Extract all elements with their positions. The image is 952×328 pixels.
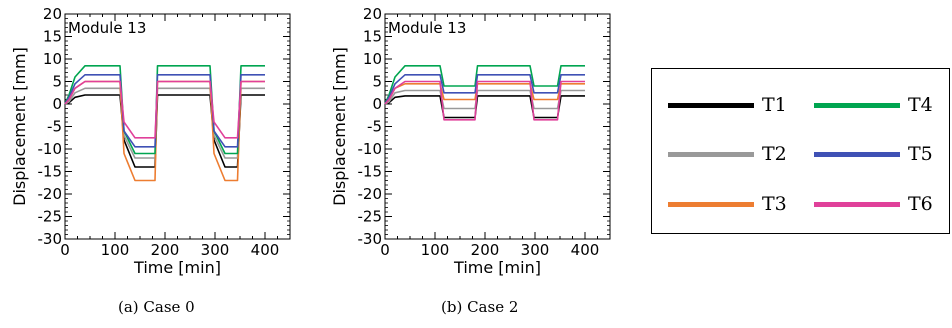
chart-case-0: 0 100 200 300 400 20 15 10 5 0 -5 -10 -15 -20 -25 -30 Ti… <box>10 5 291 277</box>
series-line-t6 <box>64 80 265 139</box>
series-line-t3 <box>64 80 265 182</box>
y-tick-label: -25 <box>358 208 383 226</box>
series-line-t5 <box>64 74 265 148</box>
y-tick-label: 0 <box>372 95 382 113</box>
y-tick-label: 15 <box>43 28 62 46</box>
legend-label-t5: T5 <box>908 143 933 165</box>
y-tick-label: 20 <box>363 5 382 23</box>
x-tick-label: 400 <box>251 241 280 259</box>
y-tick-label: -20 <box>38 185 63 203</box>
y-tick-label: -20 <box>358 185 383 203</box>
y-tick-label: 10 <box>43 50 62 68</box>
y-tick-label: 5 <box>52 73 62 91</box>
legend-swatch-t6 <box>814 201 900 207</box>
x-tick-label: 300 <box>201 241 230 259</box>
chart-case-2: 0 100 200 300 400 20 15 10 5 0 -5 -10 -15 -20 -25 -30 Ti… <box>330 5 611 277</box>
y-tick-label: -10 <box>358 140 383 158</box>
legend-item-t2: T2 <box>668 143 787 165</box>
plot-frame <box>64 13 291 240</box>
x-tick-label: 0 <box>380 241 390 259</box>
x-tick-label: 200 <box>151 241 180 259</box>
x-axis-label: Time [min] <box>453 258 541 277</box>
plot-frame <box>384 13 611 240</box>
y-tick-label: 20 <box>43 5 62 23</box>
y-axis-label: Displacement [mm] <box>330 47 349 206</box>
legend-label-t1: T1 <box>762 94 787 116</box>
legend-item-t4: T4 <box>814 94 933 116</box>
series-line-t4 <box>384 65 585 105</box>
x-tick-label: 400 <box>571 241 600 259</box>
x-tick-label: 300 <box>521 241 550 259</box>
caption-case-0: (a) Case 0 <box>118 298 195 316</box>
x-tick-label: 100 <box>421 241 450 259</box>
legend-swatch-t5 <box>814 151 900 157</box>
x-axis-label: Time [min] <box>133 258 221 277</box>
legend: T1 T4 T2 T5 T3 T6 <box>651 68 950 234</box>
y-tick-label: 10 <box>363 50 382 68</box>
y-tick-label: -30 <box>38 230 63 248</box>
x-tick-label: 100 <box>101 241 130 259</box>
x-tick-label: 0 <box>60 241 70 259</box>
y-tick-label: -30 <box>358 230 383 248</box>
y-axis-label: Displacement [mm] <box>10 47 29 206</box>
module-annotation: Module 13 <box>388 19 466 37</box>
x-tick-label: 200 <box>471 241 500 259</box>
y-tick-label: -15 <box>38 163 63 181</box>
y-tick-label: -15 <box>358 163 383 181</box>
y-tick-label: 15 <box>363 28 382 46</box>
legend-swatch-t2 <box>668 151 754 157</box>
series-line-t5 <box>384 74 585 105</box>
y-tick-label: 5 <box>372 73 382 91</box>
series-line-t1 <box>64 94 265 168</box>
y-tick-label: -25 <box>38 208 63 226</box>
caption-case-2: (b) Case 2 <box>441 298 519 316</box>
legend-swatch-t1 <box>668 102 754 108</box>
series-line-t6 <box>384 80 585 121</box>
legend-item-t5: T5 <box>814 143 933 165</box>
y-tick-label: -5 <box>47 118 62 136</box>
legend-label-t2: T2 <box>762 143 787 165</box>
y-tick-label: -10 <box>38 140 63 158</box>
legend-swatch-t4 <box>814 102 900 108</box>
series-line-t4 <box>64 65 265 155</box>
y-tick-label: -5 <box>367 118 382 136</box>
y-tick-label: 0 <box>52 95 62 113</box>
legend-label-t4: T4 <box>908 94 933 116</box>
legend-item-t1: T1 <box>668 94 787 116</box>
series-line-t3 <box>384 83 585 105</box>
module-annotation: Module 13 <box>68 19 146 37</box>
legend-label-t6: T6 <box>908 193 933 215</box>
legend-item-t3: T3 <box>668 193 787 215</box>
legend-item-t6: T6 <box>814 193 933 215</box>
legend-swatch-t3 <box>668 201 754 207</box>
legend-label-t3: T3 <box>762 193 787 215</box>
